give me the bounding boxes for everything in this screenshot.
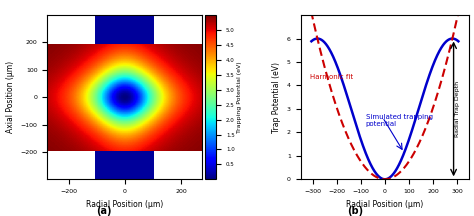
Text: (b): (b): [347, 206, 364, 216]
X-axis label: Radial Position (μm): Radial Position (μm): [86, 200, 164, 209]
Text: Radial Trap Depth: Radial Trap Depth: [455, 81, 460, 137]
Text: Simulated trapping
potential: Simulated trapping potential: [365, 114, 433, 127]
Y-axis label: Trap Potential (eV): Trap Potential (eV): [272, 62, 281, 133]
Y-axis label: Trapping Potential (eV): Trapping Potential (eV): [237, 61, 242, 133]
Text: (a): (a): [97, 206, 112, 216]
Y-axis label: Axial Position (μm): Axial Position (μm): [6, 61, 15, 133]
X-axis label: Radial Position (μm): Radial Position (μm): [346, 200, 423, 209]
Text: Harmonic fit: Harmonic fit: [310, 74, 353, 80]
